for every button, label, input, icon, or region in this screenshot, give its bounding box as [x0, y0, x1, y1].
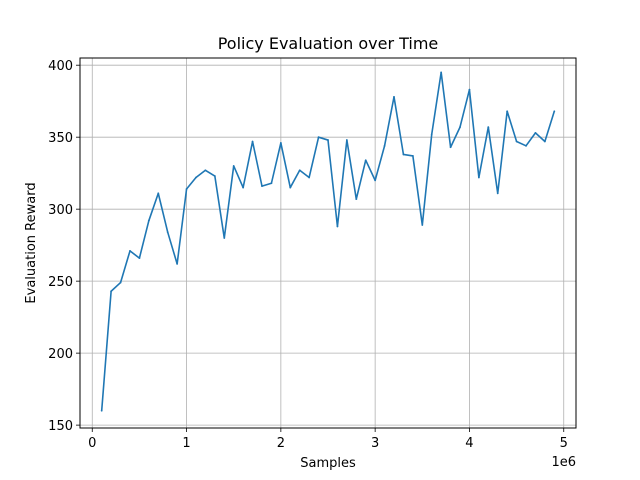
data-point — [553, 110, 556, 113]
x-tick-label: 2 — [277, 436, 285, 451]
x-axis-offset-label: 1e6 — [551, 455, 576, 470]
data-point — [157, 192, 160, 195]
data-point — [364, 159, 367, 162]
data-point — [383, 144, 386, 147]
data-point — [279, 142, 282, 144]
data-point — [308, 176, 311, 179]
data-point — [487, 126, 490, 129]
data-point — [525, 144, 527, 147]
data-point — [119, 281, 122, 284]
data-point — [176, 262, 179, 265]
data-point — [393, 95, 395, 98]
data-point — [449, 146, 452, 149]
data-point — [430, 133, 433, 136]
data-point — [421, 224, 424, 226]
series-layer — [100, 71, 556, 412]
y-tick-label: 300 — [48, 203, 73, 218]
data-point — [327, 139, 329, 141]
plot-frame — [79, 57, 577, 429]
data-point — [138, 257, 141, 260]
data-point — [261, 185, 263, 188]
data-point — [213, 175, 216, 177]
data-point — [355, 198, 358, 200]
data-point — [477, 176, 480, 179]
data-point — [468, 88, 471, 91]
data-point — [110, 290, 113, 293]
data-point — [345, 139, 348, 141]
data-point — [374, 179, 377, 182]
data-point — [440, 71, 443, 74]
y-axis-label: Evaluation Reward — [24, 182, 39, 303]
x-tick-label: 4 — [465, 436, 473, 451]
data-point — [496, 192, 499, 195]
grid — [80, 58, 576, 428]
data-point — [402, 153, 405, 156]
data-point — [223, 237, 226, 239]
data-point — [195, 176, 197, 179]
data-point — [506, 110, 509, 113]
data-point — [242, 186, 245, 189]
y-tick-label: 150 — [48, 419, 73, 434]
data-point — [251, 140, 254, 143]
data-point — [147, 219, 150, 222]
data-point — [534, 131, 537, 134]
data-point — [232, 165, 235, 167]
data-point — [317, 136, 320, 139]
y-tick-label: 400 — [48, 59, 73, 74]
data-point — [185, 188, 188, 190]
ticks: 0 1 2 3 4 5 150 200 250 300 350 400 — [48, 59, 568, 451]
x-axis-label: Samples — [300, 456, 356, 471]
data-point — [411, 154, 414, 157]
x-tick-label: 1 — [182, 436, 190, 451]
y-tick-label: 350 — [48, 131, 73, 146]
data-point — [543, 140, 546, 143]
data-point — [289, 186, 292, 189]
data-point — [515, 140, 518, 143]
data-point — [459, 126, 461, 129]
data-point — [100, 409, 103, 412]
x-tick-label: 5 — [560, 436, 568, 451]
x-tick-label: 3 — [371, 436, 379, 451]
data-point — [298, 169, 301, 172]
data-point — [129, 250, 131, 252]
x-tick-label: 0 — [88, 436, 96, 451]
y-tick-label: 250 — [48, 275, 73, 290]
data-point — [166, 231, 169, 234]
data-point — [336, 225, 339, 228]
y-tick-label: 200 — [48, 347, 73, 362]
data-point — [270, 182, 273, 185]
data-point — [204, 169, 207, 172]
chart-title: Policy Evaluation over Time — [218, 34, 439, 53]
